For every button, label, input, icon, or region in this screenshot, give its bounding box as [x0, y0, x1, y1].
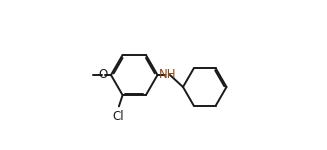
- Text: O: O: [98, 69, 108, 81]
- Text: Cl: Cl: [112, 110, 124, 123]
- Text: NH: NH: [159, 69, 176, 81]
